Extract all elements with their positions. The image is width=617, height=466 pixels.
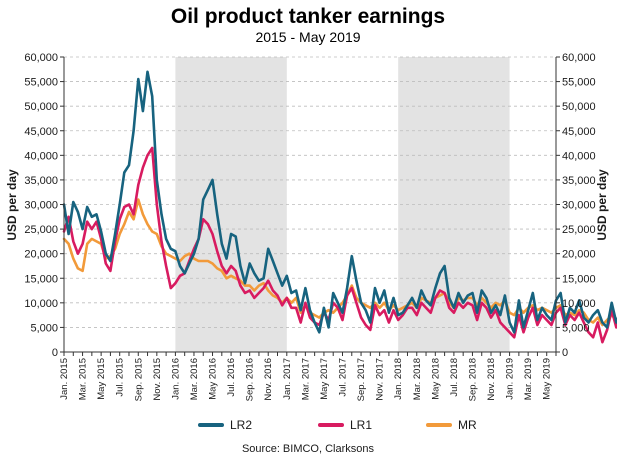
legend-label: MR xyxy=(458,418,477,432)
y-tick-label: 40,000 xyxy=(562,150,596,162)
y-axis-label-left: USD per day xyxy=(5,169,19,241)
y-tick-label: 60,000 xyxy=(24,52,58,64)
x-tick-label: Sep. 2017 xyxy=(356,358,367,401)
x-tick-label: Nov. 2018 xyxy=(486,358,497,401)
y-tick-label: 35,000 xyxy=(562,175,596,187)
x-tick-label: Nov. 2017 xyxy=(375,358,386,401)
x-tick-label: May 2019 xyxy=(542,358,553,400)
y-tick-label: 50,000 xyxy=(562,101,596,113)
x-tick-label: Jul. 2015 xyxy=(115,358,126,397)
x-tick-label: Jan. 2015 xyxy=(59,358,70,400)
y-axis-label-right: USD per day xyxy=(595,169,609,241)
x-tick-label: May 2015 xyxy=(96,358,107,400)
legend-label: LR1 xyxy=(350,418,372,432)
x-axis-ticks: Jan. 2015 Mar. 2015 May 2015 Jul. 2015 Sep. … xyxy=(59,352,557,401)
x-tick-label: Sep. 2018 xyxy=(467,358,478,401)
x-tick-label: May 2016 xyxy=(208,358,219,400)
y-tick-label: 15,000 xyxy=(562,273,596,285)
series-lines xyxy=(62,70,617,344)
x-tick-label: Mar. 2015 xyxy=(78,358,89,400)
x-tick-label: Jul. 2016 xyxy=(226,358,237,397)
legend: LR2 LR1 MR xyxy=(198,418,477,432)
y-tick-label: 55,000 xyxy=(562,77,596,89)
y-tick-label: 0 xyxy=(562,347,568,359)
y-tick-label: 25,000 xyxy=(24,224,58,236)
y-tick-label: 5,000 xyxy=(562,322,590,334)
series-line-mr xyxy=(62,198,617,327)
source-note: Source: BIMCO, Clarksons xyxy=(242,443,375,455)
series-line-lr1 xyxy=(62,146,617,344)
x-tick-label: Jan. 2016 xyxy=(170,358,181,400)
y-tick-label: 5,000 xyxy=(30,322,58,334)
y-tick-label: 15,000 xyxy=(24,273,58,285)
series-line-lr2 xyxy=(62,70,617,334)
x-tick-label: Jan. 2017 xyxy=(282,358,293,400)
x-tick-label: Jul. 2017 xyxy=(337,358,348,397)
y-tick-label: 55,000 xyxy=(24,77,58,89)
y-tick-label: 20,000 xyxy=(24,249,58,261)
legend-label: LR2 xyxy=(230,418,252,432)
y-tick-label: 35,000 xyxy=(24,175,58,187)
legend-item-lr1: LR1 xyxy=(318,418,372,432)
y-tick-label: 30,000 xyxy=(562,200,596,212)
x-tick-label: Nov. 2016 xyxy=(263,358,274,401)
y-axis-right-ticks: 0 5,000 10,000 15,000 20,000 25,000 30,000 35,0… xyxy=(556,52,596,359)
gridlines xyxy=(64,56,556,328)
y-axis-left-ticks: 0 5,000 10,000 15,000 20,000 25,000 30,000 35,0… xyxy=(24,52,64,359)
x-tick-label: May 2017 xyxy=(319,358,330,400)
y-tick-label: 40,000 xyxy=(24,150,58,162)
x-tick-label: Jan. 2019 xyxy=(505,358,516,400)
chart-title: Oil product tanker earnings xyxy=(171,5,445,28)
y-tick-label: 20,000 xyxy=(562,249,596,261)
y-tick-label: 10,000 xyxy=(24,298,58,310)
y-tick-label: 50,000 xyxy=(24,101,58,113)
x-tick-label: Sep. 2015 xyxy=(133,358,144,401)
x-tick-label: Jan. 2018 xyxy=(393,358,404,400)
y-tick-label: 30,000 xyxy=(24,200,58,212)
y-tick-label: 45,000 xyxy=(562,126,596,138)
y-tick-label: 0 xyxy=(52,347,58,359)
y-tick-label: 45,000 xyxy=(24,126,58,138)
x-tick-label: Jul. 2018 xyxy=(449,358,460,397)
chart-subtitle: 2015 - May 2019 xyxy=(255,29,360,45)
y-tick-label: 25,000 xyxy=(562,224,596,236)
x-tick-label: Mar. 2017 xyxy=(300,358,311,400)
legend-item-lr2: LR2 xyxy=(198,418,252,432)
y-tick-label: 10,000 xyxy=(562,298,596,310)
x-tick-label: Mar. 2016 xyxy=(189,358,200,400)
x-tick-label: Mar. 2018 xyxy=(412,358,423,400)
x-tick-label: Mar. 2019 xyxy=(523,358,534,400)
y-tick-label: 60,000 xyxy=(562,52,596,64)
x-tick-label: May 2018 xyxy=(430,358,441,400)
x-tick-label: Nov. 2015 xyxy=(152,358,163,401)
legend-item-mr: MR xyxy=(426,418,477,432)
x-tick-label: Sep. 2016 xyxy=(245,358,256,401)
